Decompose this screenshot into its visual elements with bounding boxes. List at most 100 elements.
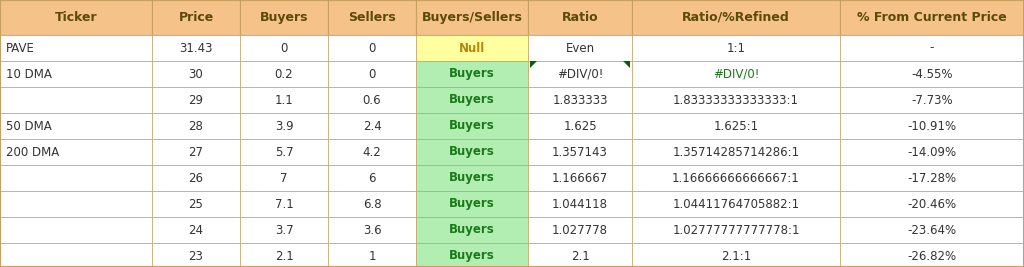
Text: Ratio/%Refined: Ratio/%Refined (682, 11, 790, 24)
Bar (840, 0, 1024, 35)
Text: 1.83333333333333:1: 1.83333333333333:1 (673, 93, 799, 107)
Bar (416, 113, 528, 139)
Bar (0, 113, 152, 139)
Bar (528, 217, 632, 243)
Bar (0, 0, 152, 35)
Text: -4.55%: -4.55% (911, 68, 952, 80)
Text: Sellers: Sellers (348, 11, 396, 24)
Text: 1: 1 (369, 249, 376, 262)
Text: 2.1: 2.1 (274, 249, 293, 262)
Text: 23: 23 (188, 249, 204, 262)
Bar (152, 87, 240, 113)
Text: Buyers: Buyers (450, 198, 495, 210)
Bar (416, 217, 528, 243)
Text: Buyers: Buyers (450, 68, 495, 80)
Bar (528, 191, 632, 217)
Text: 1.357143: 1.357143 (552, 146, 608, 159)
Text: -7.73%: -7.73% (911, 93, 952, 107)
Bar (328, 35, 416, 61)
Bar (240, 113, 328, 139)
Text: Buyers: Buyers (450, 223, 495, 237)
Text: 27: 27 (188, 146, 204, 159)
Bar (528, 87, 632, 113)
Text: 0: 0 (369, 68, 376, 80)
Text: 6: 6 (369, 171, 376, 184)
Text: 25: 25 (188, 198, 204, 210)
Bar (328, 139, 416, 165)
Bar (0, 217, 152, 243)
Text: Buyers: Buyers (450, 120, 495, 132)
Bar (328, 87, 416, 113)
Bar (632, 35, 840, 61)
Bar (840, 139, 1024, 165)
Text: 200 DMA: 200 DMA (6, 146, 59, 159)
Bar (328, 0, 416, 35)
Text: Buyers: Buyers (450, 171, 495, 184)
Bar (240, 87, 328, 113)
Text: -17.28%: -17.28% (907, 171, 956, 184)
Bar (240, 243, 328, 267)
Bar (840, 165, 1024, 191)
Text: 2.1: 2.1 (570, 249, 590, 262)
Bar (528, 243, 632, 267)
Bar (328, 191, 416, 217)
Text: 1:1: 1:1 (726, 41, 745, 54)
Text: 1.04411764705882:1: 1.04411764705882:1 (673, 198, 800, 210)
Bar (152, 217, 240, 243)
Bar (240, 165, 328, 191)
Bar (240, 35, 328, 61)
Text: 0.6: 0.6 (362, 93, 381, 107)
Text: -14.09%: -14.09% (907, 146, 956, 159)
Bar (416, 87, 528, 113)
Bar (416, 139, 528, 165)
Bar (328, 243, 416, 267)
Bar (840, 243, 1024, 267)
Bar (0, 191, 152, 217)
Bar (632, 243, 840, 267)
Text: #DIV/0!: #DIV/0! (713, 68, 759, 80)
Bar (0, 243, 152, 267)
Bar (416, 35, 528, 61)
Bar (0, 61, 152, 87)
Bar (632, 139, 840, 165)
Text: 7: 7 (281, 171, 288, 184)
Bar (632, 61, 840, 87)
Bar (840, 217, 1024, 243)
Text: -26.82%: -26.82% (907, 249, 956, 262)
Bar (328, 217, 416, 243)
Text: 1.35714285714286:1: 1.35714285714286:1 (673, 146, 800, 159)
Text: % From Current Price: % From Current Price (857, 11, 1007, 24)
Text: 0: 0 (281, 41, 288, 54)
Bar (152, 139, 240, 165)
Bar (328, 113, 416, 139)
Text: 31.43: 31.43 (179, 41, 213, 54)
Text: 1.16666666666667:1: 1.16666666666667:1 (672, 171, 800, 184)
Bar (528, 113, 632, 139)
Text: 6.8: 6.8 (362, 198, 381, 210)
Text: Ticker: Ticker (54, 11, 97, 24)
Bar (240, 0, 328, 35)
Bar (152, 35, 240, 61)
Text: 1.044118: 1.044118 (552, 198, 608, 210)
Text: #DIV/0!: #DIV/0! (557, 68, 603, 80)
Bar (632, 191, 840, 217)
Text: Null: Null (459, 41, 485, 54)
Bar (152, 191, 240, 217)
Bar (840, 35, 1024, 61)
Bar (632, 87, 840, 113)
Text: -23.64%: -23.64% (907, 223, 956, 237)
Text: 1.166667: 1.166667 (552, 171, 608, 184)
Bar (152, 113, 240, 139)
Bar (528, 139, 632, 165)
Bar (528, 35, 632, 61)
Polygon shape (623, 61, 630, 68)
Text: 1.027778: 1.027778 (552, 223, 608, 237)
Bar (152, 165, 240, 191)
Text: 0: 0 (369, 41, 376, 54)
Text: 30: 30 (188, 68, 204, 80)
Bar (0, 165, 152, 191)
Bar (328, 165, 416, 191)
Bar (0, 139, 152, 165)
Bar (632, 217, 840, 243)
Bar (152, 61, 240, 87)
